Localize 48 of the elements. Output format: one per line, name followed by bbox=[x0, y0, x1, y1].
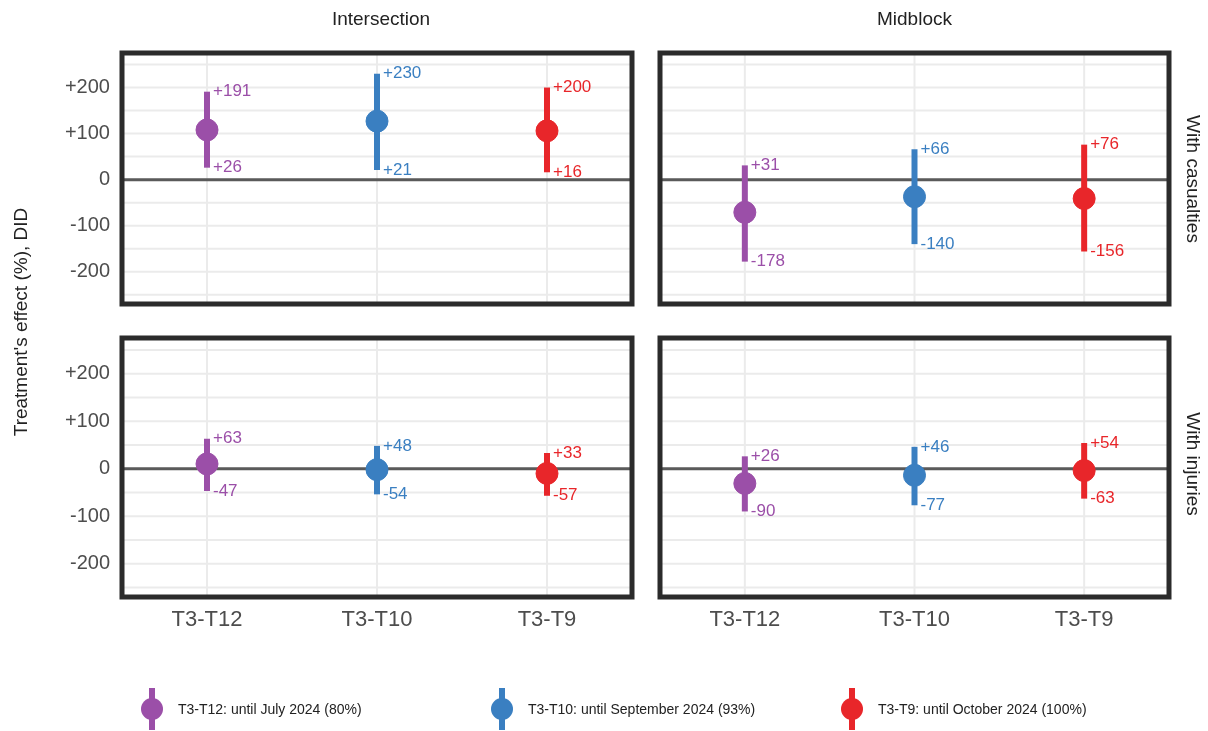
annotation: -77 bbox=[920, 494, 946, 514]
annotation: +200 bbox=[553, 77, 592, 97]
legend-label: T3-T10: until September 2024 (93%) bbox=[528, 701, 756, 717]
annotation: -63 bbox=[1090, 488, 1115, 508]
y-tick-label: -100 bbox=[69, 503, 110, 526]
annotation: +26 bbox=[750, 446, 780, 466]
x-tick-label: T3-T9 bbox=[517, 606, 577, 632]
annotation: +31 bbox=[750, 155, 780, 175]
annotation: +21 bbox=[383, 159, 412, 179]
annotation: +230 bbox=[383, 63, 422, 83]
annotation: +46 bbox=[920, 436, 950, 456]
x-tick-label: T3-T10 bbox=[879, 606, 950, 632]
chart-title: Intersection bbox=[330, 8, 432, 30]
x-tick-label: T3-T9 bbox=[1054, 606, 1114, 632]
y-tick-label: -200 bbox=[69, 551, 110, 574]
x-tick-label: T3-T12 bbox=[171, 606, 243, 632]
x-tick-label: T3-T10 bbox=[341, 606, 413, 632]
annotation: -47 bbox=[213, 480, 238, 500]
y2-axis-title: With casualties bbox=[1182, 114, 1204, 243]
y-tick-label: +200 bbox=[64, 75, 110, 98]
annotation: +16 bbox=[553, 161, 582, 181]
annotation: +48 bbox=[383, 435, 412, 455]
y-tick-label: +100 bbox=[64, 408, 110, 431]
annotation: +26 bbox=[213, 157, 242, 177]
y-tick-label: -200 bbox=[69, 259, 110, 282]
y2-axis-title: With injuries bbox=[1182, 411, 1205, 516]
legend-label: T3-T9: until October 2024 (100%) bbox=[878, 701, 1087, 717]
y-tick-label: -100 bbox=[69, 213, 110, 236]
y-tick-label: +100 bbox=[64, 121, 110, 144]
annotation: -156 bbox=[1090, 241, 1125, 261]
annotation: +66 bbox=[920, 138, 950, 158]
annotation: -178 bbox=[750, 251, 785, 271]
annotation: +63 bbox=[213, 428, 242, 448]
annotation: -140 bbox=[920, 233, 955, 253]
y-axis-title: Treatment's effect (%), DID bbox=[10, 207, 32, 437]
annotation: +191 bbox=[213, 81, 252, 101]
y-tick-label: +200 bbox=[64, 361, 110, 384]
y-tick-label: 0 bbox=[98, 167, 110, 190]
y-tick-label: 0 bbox=[98, 456, 110, 479]
x-tick-label: T3-T12 bbox=[709, 606, 781, 632]
annotation: -54 bbox=[383, 484, 408, 504]
chart-title: Midblock bbox=[876, 8, 953, 30]
legend-label: T3-T12: until July 2024 (80%) bbox=[178, 701, 362, 717]
annotation: -90 bbox=[750, 501, 776, 521]
annotation: +76 bbox=[1090, 134, 1120, 154]
annotation: +54 bbox=[1090, 432, 1120, 452]
annotation: -57 bbox=[553, 485, 578, 505]
annotation: +33 bbox=[553, 442, 582, 462]
